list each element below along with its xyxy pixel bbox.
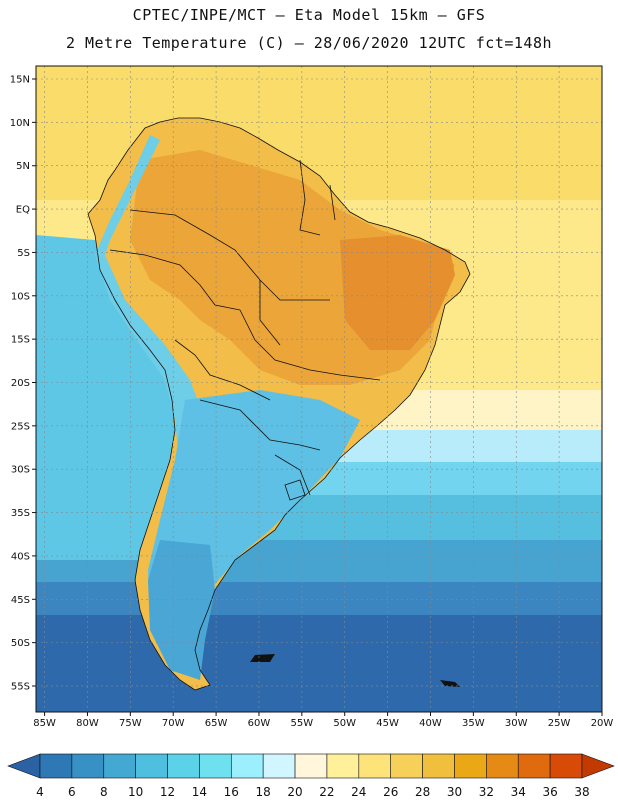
colorbar-label: 32 [479, 785, 494, 799]
lat-tick-label: 5N [16, 161, 30, 172]
lon-tick-label: 85W [33, 718, 56, 729]
lat-tick-label: 10S [11, 291, 30, 302]
colorbar-segment [262, 753, 296, 779]
lat-tick-label: EQ [16, 205, 30, 216]
colorbar-segment [486, 753, 519, 779]
ocean-band-1 [36, 615, 602, 712]
falkland-islands [250, 654, 275, 662]
colorbar-segment [549, 753, 583, 779]
lat-tick-label: 40S [11, 551, 30, 562]
colorbar-segment [294, 753, 328, 779]
colorbar-label: 6 [68, 785, 76, 799]
colorbar-label: 4 [36, 785, 44, 799]
lat-tick-label: 50S [11, 638, 30, 649]
colorbar-label: 28 [415, 785, 430, 799]
colorbar-segment [390, 753, 423, 779]
lat-tick-label: 25S [11, 421, 30, 432]
colorbar-left-arrow [7, 753, 41, 779]
colorbar-label: 30 [447, 785, 462, 799]
colorbar-label: 26 [383, 785, 398, 799]
hottest-region [340, 235, 455, 350]
country-borders [87, 117, 471, 691]
colorbar-label: 18 [256, 785, 271, 799]
lat-tick-label: 15N [10, 75, 30, 86]
colorbar-segment [517, 753, 551, 779]
colorbar-segment [39, 753, 73, 779]
colorbar-segment [71, 753, 105, 779]
colorbar: 4 6 8 10 12 14 16 18 20 22 24 26 28 30 32 34 36 38 [7, 753, 615, 799]
lon-tick-label: 30W [505, 718, 528, 729]
lon-tick-label: 55W [291, 718, 314, 729]
colorbar-segment [454, 753, 487, 779]
map-frame [35, 65, 603, 713]
latitude-axis: 15N 10N 5N EQ 5S 10S 15S 20S 25S 30S 35S 40S 45S 50S 5… [10, 75, 36, 692]
lon-tick-label: 75W [119, 718, 142, 729]
colorbar-label: 8 [100, 785, 108, 799]
lat-tick-label: 15S [11, 335, 30, 346]
map-gridlines [36, 66, 603, 712]
colorbar-segment [199, 753, 232, 779]
lon-tick-label: 70W [162, 718, 185, 729]
colorbar-label: 20 [287, 785, 302, 799]
colorbar-label: 12 [160, 785, 175, 799]
patagonia-region [148, 540, 215, 680]
south-georgia-island [440, 680, 460, 687]
colorbar-label: 16 [224, 785, 239, 799]
lat-tick-label: 30S [11, 465, 30, 476]
colorbar-segment [422, 753, 455, 779]
colorbar-label: 36 [542, 785, 557, 799]
map-field [36, 66, 602, 712]
lagoon-outline [284, 479, 306, 501]
lat-tick-label: 35S [11, 508, 30, 519]
colorbar-label: 14 [192, 785, 207, 799]
lon-tick-label: 65W [205, 718, 228, 729]
lon-tick-label: 45W [376, 718, 399, 729]
lon-tick-label: 80W [76, 718, 99, 729]
map-subtitle: 2 Metre Temperature (C) – 28/06/2020 12U… [65, 34, 553, 52]
lon-tick-label: 35W [462, 718, 485, 729]
colorbar-label: 10 [128, 785, 143, 799]
colorbar-label: 38 [574, 785, 589, 799]
colorbar-label: 22 [319, 785, 334, 799]
colorbar-segment [230, 753, 264, 779]
colorbar-segment [103, 753, 136, 779]
map-title: CPTEC/INPE/MCT – Eta Model 15km – GFS [132, 6, 486, 24]
lat-tick-label: 10N [10, 118, 30, 129]
lon-tick-label: 60W [248, 718, 271, 729]
colorbar-segment [167, 753, 200, 779]
lon-tick-label: 40W [419, 718, 442, 729]
lat-tick-label: 55S [11, 681, 30, 692]
lon-tick-label: 20W [591, 718, 614, 729]
lat-tick-label: 5S [17, 248, 30, 259]
longitude-axis: 85W 80W 75W 70W 65W 60W 55W 50W 45W 40W 35W 30W 25W 2… [33, 712, 613, 729]
colorbar-segment [135, 753, 168, 779]
colorbar-label: 34 [511, 785, 526, 799]
colorbar-segment [326, 753, 360, 779]
lon-tick-label: 50W [333, 718, 356, 729]
lat-tick-label: 45S [11, 595, 30, 606]
colorbar-segment [358, 753, 392, 779]
pacific-cool-water [36, 235, 180, 560]
colorbar-label: 24 [351, 785, 366, 799]
colorbar-right-arrow [581, 753, 615, 779]
lat-tick-label: 20S [11, 378, 30, 389]
lon-tick-label: 25W [548, 718, 571, 729]
